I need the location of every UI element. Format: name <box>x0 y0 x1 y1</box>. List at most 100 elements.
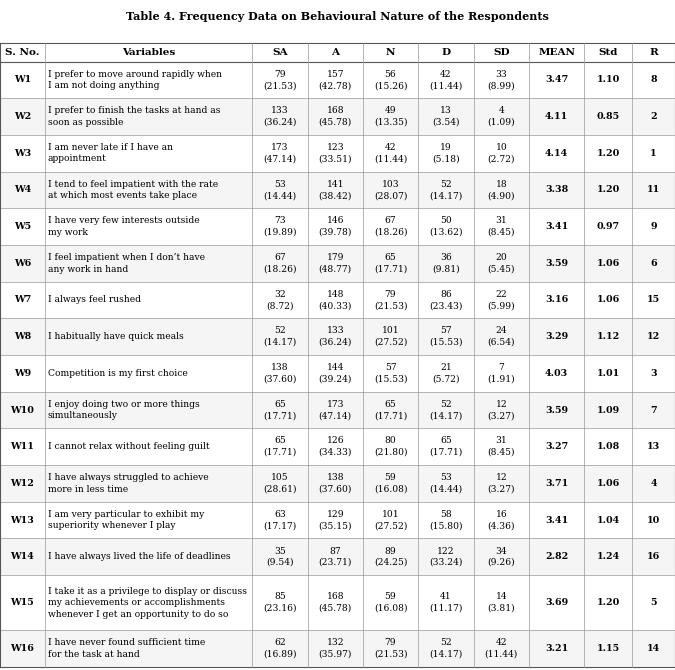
Text: 12
(3.27): 12 (3.27) <box>487 400 515 420</box>
Text: 11: 11 <box>647 186 660 194</box>
Text: I have always struggled to achieve
more in less time: I have always struggled to achieve more … <box>48 473 209 494</box>
Text: 141
(38.42): 141 (38.42) <box>319 180 352 200</box>
Text: 57
(15.53): 57 (15.53) <box>374 363 407 384</box>
Text: 59
(16.08): 59 (16.08) <box>374 592 407 613</box>
Text: 24
(6.54): 24 (6.54) <box>487 326 515 347</box>
Text: 80
(21.80): 80 (21.80) <box>374 436 407 457</box>
Text: 173
(47.14): 173 (47.14) <box>319 400 352 420</box>
Text: W9: W9 <box>14 369 31 378</box>
Text: 1.06: 1.06 <box>597 479 620 488</box>
Text: R: R <box>649 48 658 57</box>
Text: 3.59: 3.59 <box>545 405 568 415</box>
Text: 1.12: 1.12 <box>597 332 620 341</box>
Text: 31
(8.45): 31 (8.45) <box>487 216 515 237</box>
Text: MEAN: MEAN <box>538 48 575 57</box>
Bar <box>0 630 675 667</box>
Text: 133
(36.24): 133 (36.24) <box>263 107 296 127</box>
Text: 138
(37.60): 138 (37.60) <box>263 363 296 384</box>
Text: 63
(17.17): 63 (17.17) <box>263 510 296 531</box>
Bar <box>0 465 675 502</box>
Text: 5: 5 <box>650 598 657 607</box>
Text: 18
(4.90): 18 (4.90) <box>487 180 515 200</box>
Text: 32
(8.72): 32 (8.72) <box>266 289 294 310</box>
Text: I prefer to finish the tasks at hand as
soon as possible: I prefer to finish the tasks at hand as … <box>48 107 221 127</box>
Text: 65
(17.71): 65 (17.71) <box>374 253 407 273</box>
Text: W16: W16 <box>10 644 34 653</box>
Text: 1.06: 1.06 <box>597 295 620 304</box>
Text: 1.10: 1.10 <box>597 75 620 84</box>
Text: 6: 6 <box>650 259 657 268</box>
Text: W10: W10 <box>10 405 34 415</box>
Text: 85
(23.16): 85 (23.16) <box>263 592 296 613</box>
Text: 144
(39.24): 144 (39.24) <box>319 363 352 384</box>
Text: 58
(15.80): 58 (15.80) <box>429 510 462 531</box>
Text: 1.01: 1.01 <box>597 369 620 378</box>
Text: 73
(19.89): 73 (19.89) <box>263 216 296 237</box>
Text: 42
(11.44): 42 (11.44) <box>429 70 462 90</box>
Bar <box>0 135 675 172</box>
Text: 138
(37.60): 138 (37.60) <box>319 473 352 494</box>
Text: 21
(5.72): 21 (5.72) <box>432 363 460 384</box>
Text: 79
(21.53): 79 (21.53) <box>374 639 407 659</box>
Text: 65
(17.71): 65 (17.71) <box>263 436 296 457</box>
Text: 1: 1 <box>650 149 657 157</box>
Text: 1.20: 1.20 <box>597 149 620 157</box>
Text: 79
(21.53): 79 (21.53) <box>263 70 296 90</box>
Text: 3.71: 3.71 <box>545 479 568 488</box>
Text: 15: 15 <box>647 295 660 304</box>
Text: 168
(45.78): 168 (45.78) <box>319 592 352 613</box>
Text: Table 4. Frequency Data on Behavioural Nature of the Respondents: Table 4. Frequency Data on Behavioural N… <box>126 11 549 22</box>
Text: D: D <box>441 48 450 57</box>
Text: 7
(1.91): 7 (1.91) <box>487 363 515 384</box>
Bar <box>0 208 675 245</box>
Text: I have never found sufficient time
for the task at hand: I have never found sufficient time for t… <box>48 639 205 659</box>
Text: I am never late if I have an
appointment: I am never late if I have an appointment <box>48 143 173 163</box>
Text: 59
(16.08): 59 (16.08) <box>374 473 407 494</box>
Text: W3: W3 <box>14 149 31 157</box>
Text: 62
(16.89): 62 (16.89) <box>263 639 296 659</box>
Text: 53
(14.44): 53 (14.44) <box>263 180 296 200</box>
Text: N: N <box>386 48 396 57</box>
Text: 67
(18.26): 67 (18.26) <box>374 216 407 237</box>
Bar <box>0 392 675 428</box>
Text: I have very few interests outside
my work: I have very few interests outside my wor… <box>48 216 200 237</box>
Text: 103
(28.07): 103 (28.07) <box>374 180 407 200</box>
Text: 1.09: 1.09 <box>597 405 620 415</box>
Bar <box>0 428 675 465</box>
Text: 133
(36.24): 133 (36.24) <box>319 326 352 347</box>
Text: 126
(34.33): 126 (34.33) <box>319 436 352 457</box>
Text: 168
(45.78): 168 (45.78) <box>319 107 352 127</box>
Bar <box>0 281 675 318</box>
Text: 41
(11.17): 41 (11.17) <box>429 592 462 613</box>
Text: 34
(9.26): 34 (9.26) <box>487 547 515 567</box>
Text: 42
(11.44): 42 (11.44) <box>374 143 407 163</box>
Text: 3.38: 3.38 <box>545 186 568 194</box>
Text: 19
(5.18): 19 (5.18) <box>432 143 460 163</box>
Text: 10
(2.72): 10 (2.72) <box>487 143 515 163</box>
Text: 173
(47.14): 173 (47.14) <box>263 143 296 163</box>
Text: 3.47: 3.47 <box>545 75 568 84</box>
Text: 9: 9 <box>650 222 657 231</box>
Text: 33
(8.99): 33 (8.99) <box>487 70 515 90</box>
Text: 146
(39.78): 146 (39.78) <box>319 216 352 237</box>
Text: A: A <box>331 48 340 57</box>
Text: 22
(5.99): 22 (5.99) <box>487 289 515 310</box>
Text: 1.24: 1.24 <box>597 552 620 561</box>
Text: 1.08: 1.08 <box>597 442 620 451</box>
Text: 123
(33.51): 123 (33.51) <box>319 143 352 163</box>
Text: 3.41: 3.41 <box>545 516 568 525</box>
Text: 89
(24.25): 89 (24.25) <box>374 547 407 567</box>
Text: W7: W7 <box>14 295 31 304</box>
Bar <box>0 575 675 630</box>
Text: 52
(14.17): 52 (14.17) <box>429 180 462 200</box>
Text: 105
(28.61): 105 (28.61) <box>263 473 296 494</box>
Text: 4.14: 4.14 <box>545 149 568 157</box>
Text: 56
(15.26): 56 (15.26) <box>374 70 407 90</box>
Text: I have always lived the life of deadlines: I have always lived the life of deadline… <box>48 552 231 561</box>
Text: I enjoy doing two or more things
simultaneously: I enjoy doing two or more things simulta… <box>48 400 200 420</box>
Text: 132
(35.97): 132 (35.97) <box>319 639 352 659</box>
Text: 179
(48.77): 179 (48.77) <box>319 253 352 273</box>
Text: 3.16: 3.16 <box>545 295 568 304</box>
Text: 4: 4 <box>650 479 657 488</box>
Text: W8: W8 <box>14 332 31 341</box>
